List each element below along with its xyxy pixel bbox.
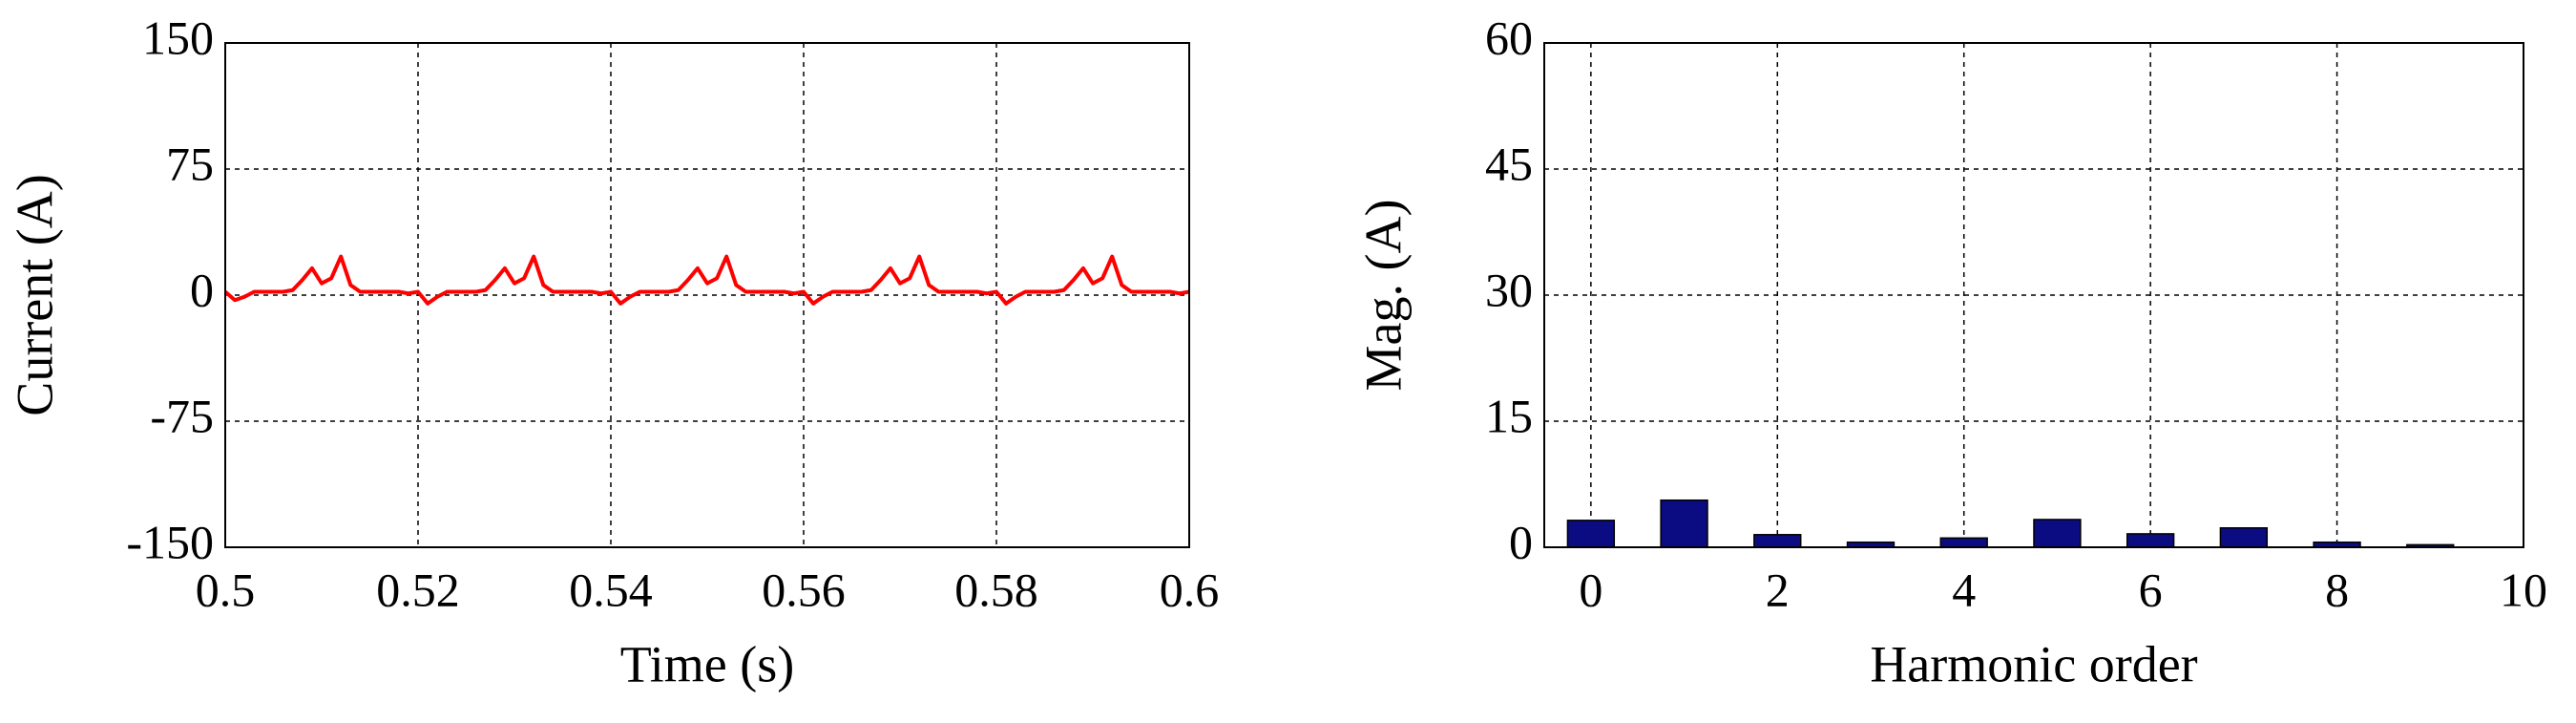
current-line — [223, 254, 1190, 306]
bar — [2126, 533, 2175, 548]
x-axis-label: Time (s) — [620, 635, 795, 692]
bar — [2033, 519, 2082, 548]
bar — [2219, 527, 2269, 548]
bar — [1660, 499, 1708, 548]
x-tick-label: 0.52 — [376, 563, 460, 616]
x-tick-label: 2 — [1766, 563, 1790, 616]
y-tick-label: -75 — [150, 389, 214, 442]
y-tick-label: 75 — [166, 137, 214, 190]
x-tick-label: 8 — [2325, 563, 2349, 616]
y-tick-label: 150 — [142, 11, 214, 64]
x-tick-label: 6 — [2139, 563, 2163, 616]
x-tick-label: 0 — [1579, 563, 1602, 616]
y-axis-label: Mag. (A) — [1354, 200, 1412, 392]
x-axis-label: Harmonic order — [1870, 635, 2197, 692]
x-tick-label: 0.5 — [196, 563, 256, 616]
plot-frame — [224, 42, 1190, 548]
x-tick-label: 4 — [1952, 563, 1976, 616]
y-tick-label: -150 — [126, 515, 214, 568]
x-tick-label: 0.6 — [1160, 563, 1220, 616]
plot-frame — [1543, 42, 2524, 548]
bar — [1753, 534, 1802, 548]
bar — [1566, 520, 1616, 548]
y-tick-label: 0 — [1509, 515, 1533, 568]
x-tick-label: 0.56 — [762, 563, 846, 616]
y-tick-label: 0 — [190, 263, 214, 316]
x-tick-label: 0.58 — [954, 563, 1038, 616]
y-tick-label: 45 — [1485, 137, 1533, 190]
x-tick-label: 0.54 — [569, 563, 653, 616]
bar — [1939, 537, 1988, 548]
y-axis-label: Current (A) — [6, 174, 63, 415]
y-tick-label: 15 — [1485, 389, 1533, 442]
y-tick-label: 60 — [1485, 11, 1533, 64]
x-tick-label: 10 — [2500, 563, 2547, 616]
y-tick-label: 30 — [1485, 263, 1533, 316]
